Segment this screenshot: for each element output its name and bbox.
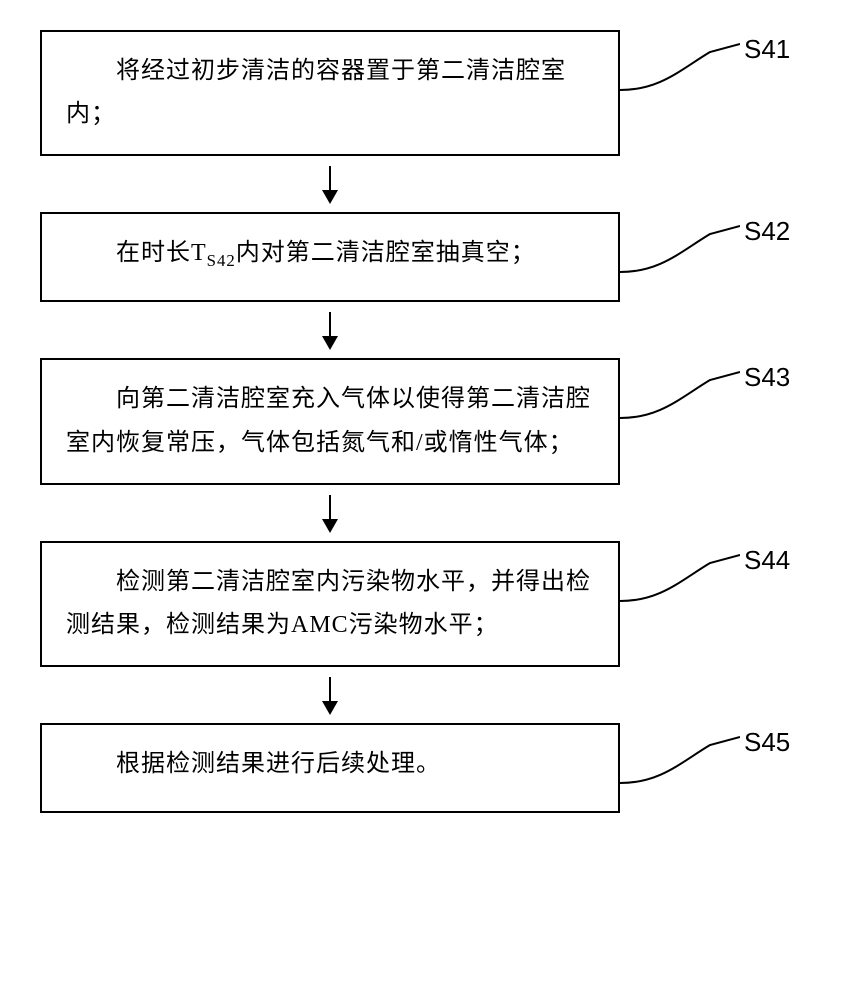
arrow-down-icon [329, 495, 331, 531]
step-text: 将经过初步清洁的容器置于第二清洁腔室内； [66, 50, 594, 136]
step-label: S42 [744, 216, 790, 247]
step-label: S41 [744, 34, 790, 65]
arrow-wrap [40, 302, 620, 358]
step-text: 检测第二清洁腔室内污染物水平，并得出检测结果，检测结果为AMC污染物水平； [66, 561, 594, 647]
connector-curve [620, 368, 740, 428]
step-text-before: 检测第二清洁腔室内污染物水平，并得出检测结果，检测结果为AMC污染物水平； [66, 569, 591, 638]
arrow-wrap [40, 485, 620, 541]
arrow-down-icon [329, 166, 331, 202]
label-wrap: S43 [620, 368, 790, 428]
arrow-row [40, 302, 825, 358]
arrow-down-icon [329, 312, 331, 348]
label-wrap: S44 [620, 551, 790, 611]
step-row: 在时长TS42内对第二清洁腔室抽真空；S42 [40, 212, 825, 302]
step-row: 将经过初步清洁的容器置于第二清洁腔室内； S41 [40, 30, 825, 156]
step-box: 检测第二清洁腔室内污染物水平，并得出检测结果，检测结果为AMC污染物水平； [40, 541, 620, 667]
connector-curve [620, 733, 740, 793]
arrow-row [40, 485, 825, 541]
step-box: 向第二清洁腔室充入气体以使得第二清洁腔室内恢复常压，气体包括氮气和/或惰性气体； [40, 358, 620, 484]
step-row: 检测第二清洁腔室内污染物水平，并得出检测结果，检测结果为AMC污染物水平； S44 [40, 541, 825, 667]
step-text-sub: S42 [207, 251, 236, 270]
arrow-down-icon [329, 677, 331, 713]
step-box: 将经过初步清洁的容器置于第二清洁腔室内； [40, 30, 620, 156]
arrow-wrap [40, 667, 620, 723]
label-wrap: S45 [620, 733, 790, 793]
label-wrap: S41 [620, 40, 790, 100]
step-text-before: 在时长T [66, 240, 207, 266]
step-text: 根据检测结果进行后续处理。 [66, 743, 594, 786]
step-text-after: 内对第二清洁腔室抽真空； [236, 240, 536, 266]
step-label: S45 [744, 727, 790, 758]
label-wrap: S42 [620, 222, 790, 282]
connector-curve [620, 40, 740, 100]
step-text-before: 根据检测结果进行后续处理。 [66, 751, 441, 777]
step-text: 向第二清洁腔室充入气体以使得第二清洁腔室内恢复常压，气体包括氮气和/或惰性气体； [66, 378, 594, 464]
arrow-wrap [40, 156, 620, 212]
step-row: 根据检测结果进行后续处理。 S45 [40, 723, 825, 813]
step-label: S44 [744, 545, 790, 576]
arrow-row [40, 156, 825, 212]
step-label: S43 [744, 362, 790, 393]
step-text-before: 将经过初步清洁的容器置于第二清洁腔室内； [66, 58, 566, 127]
step-row: 向第二清洁腔室充入气体以使得第二清洁腔室内恢复常压，气体包括氮气和/或惰性气体；… [40, 358, 825, 484]
arrow-row [40, 667, 825, 723]
step-box: 根据检测结果进行后续处理。 [40, 723, 620, 813]
flowchart: 将经过初步清洁的容器置于第二清洁腔室内；S41 在时长TS42内对第二清洁腔室抽… [40, 30, 825, 813]
connector-curve [620, 551, 740, 611]
step-text-before: 向第二清洁腔室充入气体以使得第二清洁腔室内恢复常压，气体包括氮气和/或惰性气体； [66, 386, 591, 455]
step-box: 在时长TS42内对第二清洁腔室抽真空； [40, 212, 620, 302]
step-text: 在时长TS42内对第二清洁腔室抽真空； [66, 232, 594, 276]
connector-curve [620, 222, 740, 282]
